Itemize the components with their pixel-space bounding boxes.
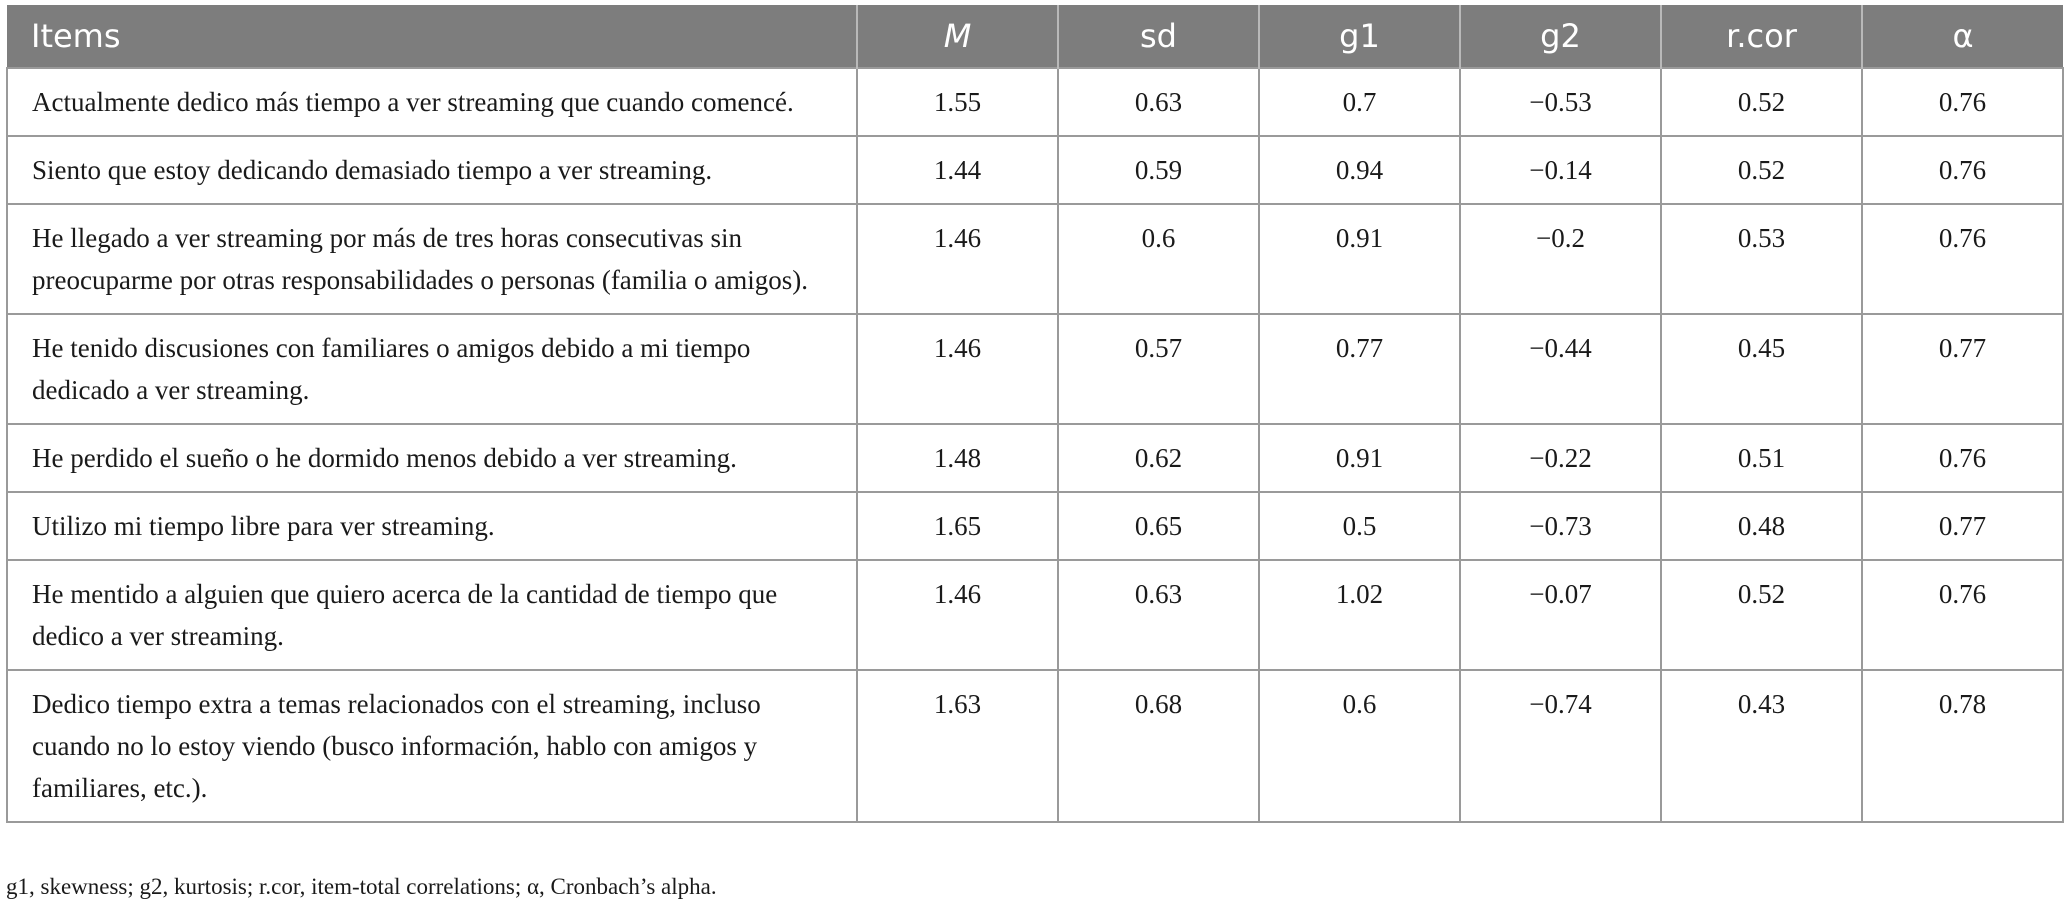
cell-sd: 0.65 bbox=[1057, 491, 1260, 561]
header-m: M bbox=[856, 5, 1058, 68]
table-row: Utilizo mi tiempo libre para ver streami… bbox=[6, 491, 2064, 561]
cell-alpha: 0.76 bbox=[1861, 423, 2064, 493]
item-text: He llegado a ver streaming por más de tr… bbox=[6, 203, 858, 315]
cell-sd: 0.62 bbox=[1057, 423, 1260, 493]
cell-g1: 0.94 bbox=[1258, 135, 1461, 205]
cell-m: 1.46 bbox=[856, 203, 1059, 315]
cell-m: 1.63 bbox=[856, 669, 1059, 823]
item-text: He mentido a alguien que quiero acerca d… bbox=[6, 559, 858, 671]
cell-rcor: 0.51 bbox=[1660, 423, 1863, 493]
cell-rcor: 0.52 bbox=[1660, 67, 1863, 137]
cell-sd: 0.63 bbox=[1057, 67, 1260, 137]
table-row: He perdido el sueño o he dormido menos d… bbox=[6, 423, 2064, 493]
cell-m: 1.55 bbox=[856, 67, 1059, 137]
cell-g1: 0.91 bbox=[1258, 423, 1461, 493]
item-text: He tenido discusiones con familiares o a… bbox=[6, 313, 858, 425]
cell-g2: −0.14 bbox=[1459, 135, 1662, 205]
cell-rcor: 0.43 bbox=[1660, 669, 1863, 823]
cell-sd: 0.6 bbox=[1057, 203, 1260, 315]
cell-m: 1.44 bbox=[856, 135, 1059, 205]
cell-m: 1.48 bbox=[856, 423, 1059, 493]
cell-g2: −0.73 bbox=[1459, 491, 1662, 561]
item-statistics-table: Items M sd g1 g2 r.cor α Actualmente ded… bbox=[6, 5, 2064, 823]
cell-alpha: 0.77 bbox=[1861, 491, 2064, 561]
table-row: Actualmente dedico más tiempo a ver stre… bbox=[6, 67, 2064, 137]
cell-m: 1.65 bbox=[856, 491, 1059, 561]
cell-m: 1.46 bbox=[856, 313, 1059, 425]
cell-sd: 0.68 bbox=[1057, 669, 1260, 823]
table-row: He mentido a alguien que quiero acerca d… bbox=[6, 559, 2064, 671]
header-m-label: M bbox=[943, 17, 972, 55]
cell-sd: 0.59 bbox=[1057, 135, 1260, 205]
header-g2: g2 bbox=[1459, 5, 1661, 68]
cell-g1: 0.7 bbox=[1258, 67, 1461, 137]
table-row: Siento que estoy dedicando demasiado tie… bbox=[6, 135, 2064, 205]
item-text: Dedico tiempo extra a temas relacionados… bbox=[6, 669, 858, 823]
cell-g2: −0.74 bbox=[1459, 669, 1662, 823]
cell-g2: −0.07 bbox=[1459, 559, 1662, 671]
header-items: Items bbox=[7, 5, 857, 68]
item-text: Utilizo mi tiempo libre para ver streami… bbox=[6, 491, 858, 561]
item-text: Actualmente dedico más tiempo a ver stre… bbox=[6, 67, 858, 137]
cell-g2: −0.2 bbox=[1459, 203, 1662, 315]
header-rcor: r.cor bbox=[1660, 5, 1862, 68]
item-text: He perdido el sueño o he dormido menos d… bbox=[6, 423, 858, 493]
table-row: He llegado a ver streaming por más de tr… bbox=[6, 203, 2064, 315]
cell-alpha: 0.76 bbox=[1861, 67, 2064, 137]
cell-alpha: 0.76 bbox=[1861, 135, 2064, 205]
cell-g1: 0.91 bbox=[1258, 203, 1461, 315]
cell-g1: 0.6 bbox=[1258, 669, 1461, 823]
table-row: He tenido discusiones con familiares o a… bbox=[6, 313, 2064, 425]
header-alpha: α bbox=[1861, 5, 2063, 68]
header-g1: g1 bbox=[1258, 5, 1460, 68]
item-text: Siento que estoy dedicando demasiado tie… bbox=[6, 135, 858, 205]
header-row: Items M sd g1 g2 r.cor α bbox=[7, 5, 2063, 68]
cell-sd: 0.57 bbox=[1057, 313, 1260, 425]
cell-rcor: 0.48 bbox=[1660, 491, 1863, 561]
cell-m: 1.46 bbox=[856, 559, 1059, 671]
cell-rcor: 0.52 bbox=[1660, 135, 1863, 205]
cell-rcor: 0.45 bbox=[1660, 313, 1863, 425]
cell-g1: 1.02 bbox=[1258, 559, 1461, 671]
cell-g2: −0.44 bbox=[1459, 313, 1662, 425]
cell-g1: 0.77 bbox=[1258, 313, 1461, 425]
cell-alpha: 0.78 bbox=[1861, 669, 2064, 823]
cell-rcor: 0.52 bbox=[1660, 559, 1863, 671]
table-footnote: g1, skewness; g2, kurtosis; r.cor, item-… bbox=[6, 874, 717, 899]
cell-alpha: 0.77 bbox=[1861, 313, 2064, 425]
table-container: Items M sd g1 g2 r.cor α Actualmente ded… bbox=[6, 5, 2064, 823]
cell-alpha: 0.76 bbox=[1861, 559, 2064, 671]
cell-g2: −0.22 bbox=[1459, 423, 1662, 493]
table-row: Dedico tiempo extra a temas relacionados… bbox=[6, 669, 2064, 823]
cell-g1: 0.5 bbox=[1258, 491, 1461, 561]
cell-g2: −0.53 bbox=[1459, 67, 1662, 137]
cell-rcor: 0.53 bbox=[1660, 203, 1863, 315]
header-sd: sd bbox=[1057, 5, 1259, 68]
cell-sd: 0.63 bbox=[1057, 559, 1260, 671]
cell-alpha: 0.76 bbox=[1861, 203, 2064, 315]
